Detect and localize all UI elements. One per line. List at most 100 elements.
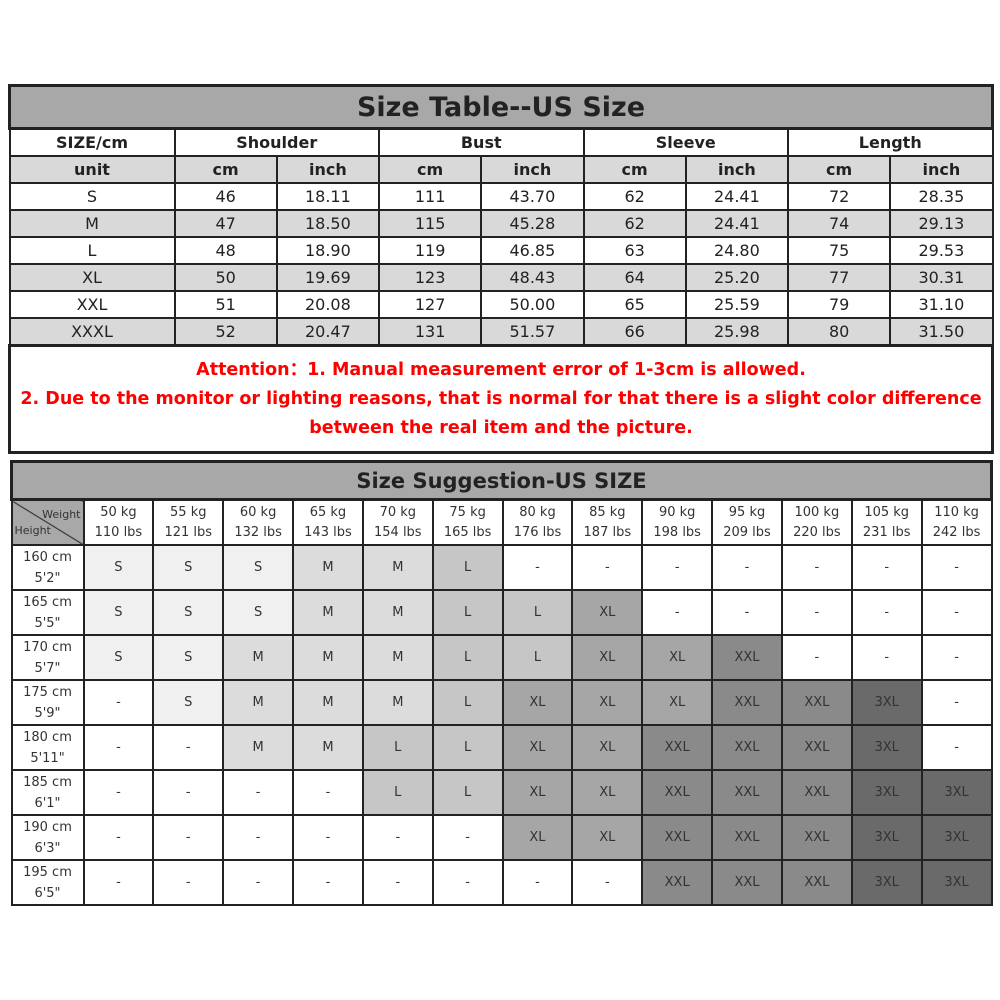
size-suggestion-cell: - (920, 679, 993, 726)
weight-kg: 55 kg (170, 504, 207, 520)
size-suggestion-cell: XXL (711, 634, 783, 681)
height-header: 170 cm 5'7" (10, 634, 85, 681)
note-line: 2. Due to the monitor or lighting reason… (20, 388, 982, 409)
measurement-cell: 48 (173, 236, 278, 265)
measurement-cell: 74 (786, 209, 892, 238)
size-suggestion-cell: 3XL (920, 859, 993, 906)
size-suggestion-cell: - (152, 769, 225, 816)
size-suggestion-cell: M (292, 724, 364, 771)
measurement-cell: 123 (377, 263, 483, 292)
size-suggestion-cell: 3XL (920, 814, 993, 861)
table-row: XXXL 52 20.47 131 51.57 66 25.98 80 31.50 (8, 317, 994, 347)
size-suggestion-cell: - (920, 634, 993, 681)
measurement-cell: 20.08 (275, 290, 381, 319)
size-suggestion-cell: XL (571, 679, 644, 726)
size-suggestion-cell: - (850, 544, 923, 591)
size-suggestion-cell: S (152, 634, 225, 681)
size-suggestion-cell: XL (571, 724, 644, 771)
column-header: SIZE/cm (8, 127, 176, 157)
measurement-cell: 119 (377, 236, 483, 265)
weight-kg: 95 kg (728, 504, 766, 520)
height-header: 195 cm 6'5" (10, 859, 85, 906)
measurement-cell: 79 (786, 290, 892, 319)
measurement-cell: 18.50 (275, 209, 381, 238)
size-suggestion-cell: 3XL (920, 769, 993, 816)
measurement-cell: 24.80 (684, 236, 790, 265)
size-suggestion-cell: L (431, 589, 504, 636)
table-row: L 48 18.90 119 46.85 63 24.80 75 29.53 (8, 236, 994, 265)
size-suggestion-cell: XXL (711, 724, 783, 771)
size-suggestion-cell: S (222, 544, 295, 591)
table-row: M 47 18.50 115 45.28 62 24.41 74 29.13 (8, 209, 994, 238)
size-suggestion-cell: XL (571, 589, 644, 636)
weight-header: 110 kg 242 lbs (920, 498, 993, 546)
size-suggestion-cell: - (361, 814, 434, 861)
unit-header: cm (377, 155, 483, 184)
height-row: 185 cm 6'1" - - - - L L XL XL XXL XXL XXL 3XL 3XL (10, 769, 993, 816)
size-suggestion-cell: - (780, 544, 853, 591)
size-suggestion-cell: - (152, 724, 225, 771)
height-label: Height (14, 524, 51, 537)
size-suggestion-cell: 3XL (850, 814, 923, 861)
weight-lbs: 231 lbs (862, 524, 911, 540)
weight-lbs: 132 lbs (234, 524, 282, 540)
unit-header: inch (889, 155, 994, 184)
size-suggestion-cell: - (222, 814, 295, 861)
size-suggestion-cell: XXL (711, 679, 783, 726)
size-suggestion-cell: - (222, 859, 295, 906)
measurement-cell: 62 (582, 182, 687, 211)
weight-kg: 110 kg (934, 504, 979, 520)
weight-header: 105 kg 231 lbs (850, 498, 923, 546)
size-suggestion-cell: XL (501, 724, 574, 771)
measurement-cell: 80 (786, 317, 892, 347)
size-suggestion-cell: L (431, 544, 504, 591)
weight-lbs: 198 lbs (653, 524, 701, 540)
size-suggestion-cell: XXL (641, 814, 714, 861)
weight-lbs: 143 lbs (304, 524, 352, 540)
size-suggestion-cell: S (152, 589, 225, 636)
size-label: S (8, 182, 176, 211)
measurement-cell: 25.20 (684, 263, 790, 292)
size-suggestion-cell: - (711, 544, 783, 591)
column-header: Shoulder (173, 127, 380, 157)
size-suggestion-cell: M (292, 679, 364, 726)
size-suggestion-cell: XL (571, 634, 644, 681)
size-suggestion-cell: M (222, 634, 295, 681)
size-suggestion-cell: - (780, 589, 853, 636)
size-suggestion-cell: XL (501, 769, 574, 816)
weight-header: 95 kg 209 lbs (711, 498, 783, 546)
size-suggestion-cell: L (431, 634, 504, 681)
note-line: between the real item and the picture. (309, 417, 693, 438)
measurement-cell: 131 (377, 317, 483, 347)
weight-header: 75 kg 165 lbs (431, 498, 504, 546)
size-suggestion-cell: - (361, 859, 434, 906)
height-ft: 5'7" (34, 660, 61, 676)
measurement-cell: 24.41 (684, 182, 790, 211)
size-suggestion-cell: XL (571, 814, 644, 861)
size-suggestion-cell: M (361, 634, 434, 681)
height-cm: 175 cm (23, 684, 72, 700)
measurement-cell: 47 (173, 209, 278, 238)
weight-header: 60 kg 132 lbs (222, 498, 295, 546)
size-suggestion-cell: - (152, 859, 225, 906)
size-suggestion-cell: - (920, 544, 993, 591)
weight-header: 50 kg 110 lbs (82, 498, 155, 546)
height-row: 160 cm 5'2" S S S M M L - - - - - - - (10, 544, 993, 591)
weight-kg: 85 kg (589, 504, 626, 520)
size-suggestion-cell: M (222, 679, 295, 726)
size-label: M (8, 209, 176, 238)
measurement-cell: 28.35 (889, 182, 994, 211)
height-header: 160 cm 5'2" (10, 544, 85, 591)
size-suggestion-cell: - (501, 859, 574, 906)
weight-header: 80 kg 176 lbs (501, 498, 574, 546)
size-suggestion-cell: L (361, 724, 434, 771)
height-cm: 170 cm (23, 639, 72, 655)
size-suggestion-cell: M (361, 544, 434, 591)
unit-header: cm (173, 155, 278, 184)
table-row: S 46 18.11 111 43.70 62 24.41 72 28.35 (8, 182, 994, 211)
weight-kg: 50 kg (100, 504, 137, 520)
weight-lbs: 165 lbs (443, 524, 492, 540)
measurement-cell: 65 (582, 290, 687, 319)
height-header: 165 cm 5'5" (10, 589, 85, 636)
size-suggestion-cell: 3XL (850, 769, 923, 816)
